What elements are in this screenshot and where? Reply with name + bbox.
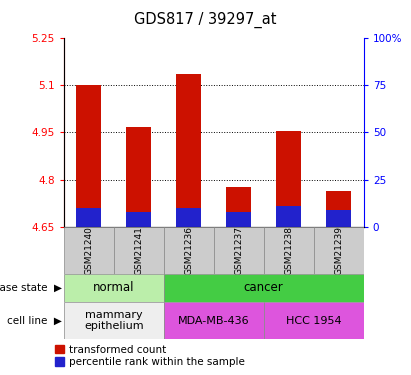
- Bar: [126, 212, 151, 227]
- Text: MDA-MB-436: MDA-MB-436: [178, 316, 249, 326]
- Bar: [276, 130, 301, 227]
- Text: mammary
epithelium: mammary epithelium: [84, 310, 143, 332]
- Bar: [126, 128, 151, 227]
- Bar: [326, 190, 351, 227]
- Bar: [326, 210, 351, 227]
- Text: GSM21238: GSM21238: [284, 226, 293, 275]
- Bar: [214, 227, 264, 274]
- Text: cancer: cancer: [244, 281, 284, 294]
- Bar: [176, 208, 201, 227]
- Bar: [314, 227, 364, 274]
- Text: GSM21239: GSM21239: [334, 226, 343, 275]
- Text: GSM21240: GSM21240: [84, 226, 93, 275]
- Bar: [226, 212, 251, 227]
- Text: GSM21236: GSM21236: [184, 226, 193, 275]
- Text: disease state  ▶: disease state ▶: [0, 283, 62, 293]
- Bar: [64, 227, 114, 274]
- Bar: [76, 208, 101, 227]
- Text: HCC 1954: HCC 1954: [286, 316, 342, 326]
- Text: GSM21241: GSM21241: [134, 226, 143, 275]
- Bar: [64, 274, 164, 302]
- Bar: [176, 74, 201, 227]
- Bar: [76, 86, 101, 227]
- Text: normal: normal: [93, 281, 134, 294]
- Text: GSM21237: GSM21237: [234, 226, 243, 275]
- Bar: [276, 206, 301, 227]
- Bar: [226, 188, 251, 227]
- Bar: [114, 227, 164, 274]
- Bar: [164, 302, 264, 339]
- Bar: [264, 227, 314, 274]
- Text: cell line  ▶: cell line ▶: [7, 316, 62, 326]
- Bar: [164, 274, 364, 302]
- Text: GDS817 / 39297_at: GDS817 / 39297_at: [134, 12, 277, 28]
- Bar: [164, 227, 214, 274]
- Bar: [264, 302, 364, 339]
- Legend: transformed count, percentile rank within the sample: transformed count, percentile rank withi…: [55, 345, 245, 367]
- Bar: [64, 302, 164, 339]
